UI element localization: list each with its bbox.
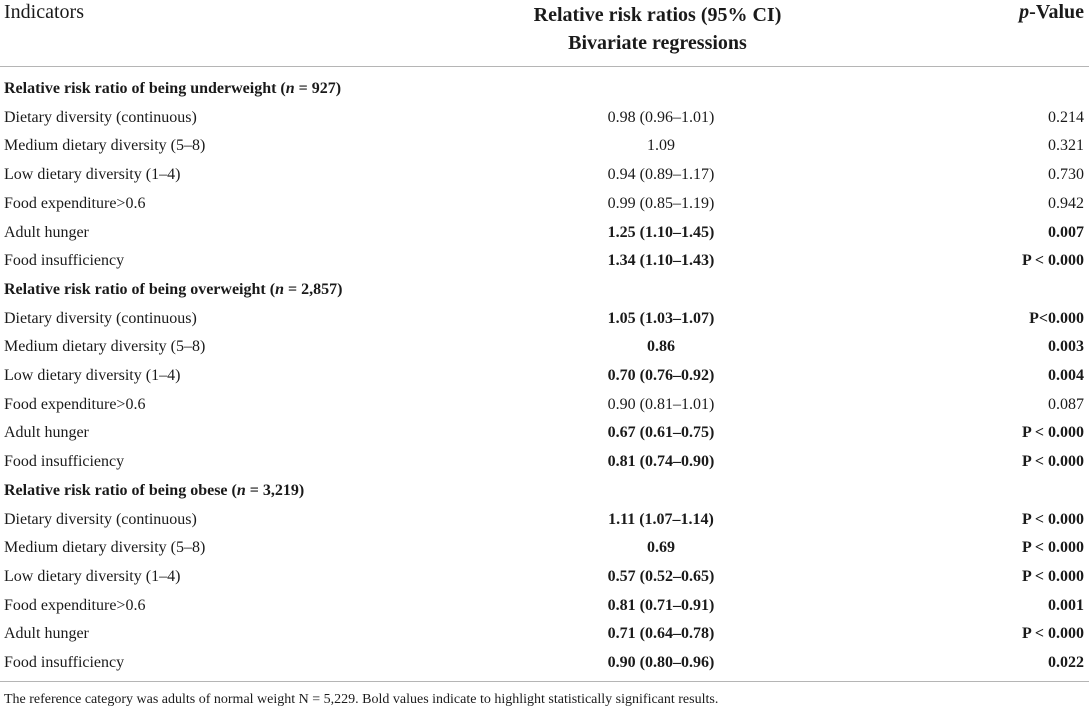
indicator-cell: Food expenditure>0.6: [4, 596, 146, 614]
header-relative-risk: Relative risk ratios (95% CI) Bivariate …: [0, 1, 1089, 57]
p-value-cell: P < 0.000: [1021, 424, 1084, 442]
section-title-text: Relative risk ratio of being underweight…: [4, 80, 286, 97]
indicator-cell: Low dietary diversity (1–4): [4, 367, 181, 384]
p-value-cell: P < 0.000: [1021, 625, 1084, 643]
table-row: Food expenditure>0.6 0.90 (0.81–1.01) 0.08…: [0, 396, 1089, 425]
indicator-cell: Food expenditure>0.6: [4, 194, 146, 212]
table-row: Food insufficiency 1.34 (1.10–1.43) P < 0.…: [0, 252, 1089, 281]
p-value-cell: 0.022: [1048, 654, 1084, 671]
indicator-cell: Medium dietary diversity (5–8): [4, 539, 206, 557]
p-value-cell: 0.007: [1048, 223, 1084, 241]
risk-ratio-cell: 1.05 (1.03–1.07): [607, 309, 715, 327]
section-title-n: n: [285, 80, 295, 97]
header-p-rest: -Value: [1029, 1, 1084, 23]
table-row: Low dietary diversity (1–4) 0.94 (0.89–1.…: [0, 166, 1089, 195]
table-footnote: The reference category was adults of nor…: [4, 692, 719, 707]
p-value-cell: P < 0.000: [1021, 567, 1084, 585]
p-value-cell: P < 0.000: [1021, 252, 1084, 270]
indicator-cell: Food insufficiency: [4, 654, 125, 671]
indicator-cell: Medium dietary diversity (5–8): [4, 338, 206, 356]
p-value-cell: 0.321: [1048, 137, 1084, 155]
footer-rule: [0, 681, 1089, 682]
p-value-cell: 0.087: [1048, 395, 1084, 413]
header-rule: [0, 66, 1089, 67]
risk-ratio-cell: 0.90 (0.81–1.01): [607, 395, 715, 413]
header-rr-line1: Relative risk ratios (95% CI): [533, 4, 782, 26]
risk-ratio-cell: 0.94 (0.89–1.17): [607, 166, 715, 184]
header-indicators: Indicators: [4, 1, 84, 23]
indicator-cell: Low dietary diversity (1–4): [4, 567, 181, 585]
risk-ratio-cell: 0.90 (0.80–0.96): [607, 654, 715, 671]
risk-ratio-cell: 0.99 (0.85–1.19): [607, 194, 715, 212]
risk-ratio-cell: 0.86: [647, 338, 675, 356]
section-title-n: n: [236, 481, 246, 499]
table-row: Dietary diversity (continuous) 1.11 (1.07…: [0, 511, 1089, 540]
table-header: Indicators Relative risk ratios (95% CI)…: [0, 0, 1089, 66]
risk-ratio-cell: 1.34 (1.10–1.43): [607, 252, 715, 270]
indicator-cell: Adult hunger: [4, 424, 89, 442]
table-row: Food expenditure>0.6 0.81 (0.71–0.91) 0.00…: [0, 597, 1089, 626]
table-row: Food insufficiency 0.90 (0.80–0.96) 0.022: [0, 654, 1089, 683]
p-value-cell: 0.001: [1048, 596, 1084, 614]
risk-ratio-cell: 0.98 (0.96–1.01): [607, 108, 715, 126]
table-row: Dietary diversity (continuous) 1.05 (1.03…: [0, 310, 1089, 339]
section-title-count: = 3,219): [245, 481, 305, 499]
header-rr-line2: Bivariate regressions: [568, 32, 747, 54]
indicator-cell: Food insufficiency: [4, 453, 125, 471]
header-p-italic: p: [1019, 1, 1030, 23]
p-value-cell: P < 0.000: [1021, 539, 1084, 557]
p-value-cell: 0.730: [1048, 166, 1084, 184]
p-value-cell: P < 0.000: [1021, 453, 1084, 471]
table-row: Low dietary diversity (1–4) 0.70 (0.76–0.…: [0, 367, 1089, 396]
p-value-cell: 0.942: [1048, 194, 1084, 212]
risk-ratio-cell: 0.57 (0.52–0.65): [607, 567, 715, 585]
risk-ratio-cell: 1.11 (1.07–1.14): [608, 510, 714, 528]
indicator-cell: Adult hunger: [4, 625, 89, 643]
indicator-cell: Dietary diversity (continuous): [4, 309, 197, 327]
table-row: Medium dietary diversity (5–8) 1.09 0.321: [0, 137, 1089, 166]
table-row: Medium dietary diversity (5–8) 0.86 0.003: [0, 338, 1089, 367]
indicator-cell: Adult hunger: [4, 223, 89, 241]
indicator-cell: Dietary diversity (continuous): [4, 108, 197, 126]
table-row: Low dietary diversity (1–4) 0.57 (0.52–0.…: [0, 568, 1089, 597]
risk-ratio-cell: 0.69: [647, 539, 675, 557]
indicator-cell: Medium dietary diversity (5–8): [4, 137, 206, 155]
risk-ratio-cell: 0.67 (0.61–0.75): [607, 424, 715, 442]
section-title: Relative risk ratio of being obese (n = …: [4, 482, 304, 500]
section-title: Relative risk ratio of being underweight…: [4, 80, 341, 98]
table-row: Medium dietary diversity (5–8) 0.69 P < 0.…: [0, 539, 1089, 568]
risk-ratio-cell: 0.70 (0.76–0.92): [607, 367, 715, 384]
p-value-cell: 0.003: [1048, 338, 1084, 356]
indicator-cell: Food insufficiency: [4, 252, 125, 270]
p-value-cell: P < 0.000: [1021, 510, 1084, 528]
risk-ratio-cell: 0.81 (0.74–0.90): [607, 453, 715, 471]
section-title-count: = 927): [294, 80, 342, 97]
risk-ratio-cell: 1.09: [647, 137, 675, 155]
p-value-cell: 0.214: [1048, 108, 1084, 126]
table-row: Adult hunger 0.67 (0.61–0.75) P < 0.000: [0, 424, 1089, 453]
header-p-value: p-Value: [1019, 1, 1084, 24]
table-row: Adult hunger 0.71 (0.64–0.78) P < 0.000: [0, 625, 1089, 654]
indicator-cell: Dietary diversity (continuous): [4, 510, 197, 528]
table-row: Food expenditure>0.6 0.99 (0.85–1.19) 0.94…: [0, 195, 1089, 224]
risk-ratio-cell: 0.71 (0.64–0.78): [607, 625, 715, 643]
section-title-text: Relative risk ratio of being obese (: [4, 481, 237, 499]
section-title-text: Relative risk ratio of being overweight …: [4, 280, 276, 298]
risk-ratio-cell: 0.81 (0.71–0.91): [607, 596, 715, 614]
section-title: Relative risk ratio of being overweight …: [4, 281, 342, 299]
table-row: Food insufficiency 0.81 (0.74–0.90) P < 0.…: [0, 453, 1089, 482]
risk-ratio-cell: 1.25 (1.10–1.45): [607, 223, 715, 241]
indicator-cell: Low dietary diversity (1–4): [4, 166, 181, 184]
section-title-n: n: [275, 280, 284, 298]
p-value-cell: 0.004: [1048, 367, 1084, 384]
table-row: Adult hunger 1.25 (1.10–1.45) 0.007: [0, 224, 1089, 253]
p-value-cell: P<0.000: [1029, 309, 1084, 327]
section-title-count: = 2,857): [283, 280, 343, 298]
indicator-cell: Food expenditure>0.6: [4, 395, 146, 413]
table-row: Dietary diversity (continuous) 0.98 (0.96…: [0, 109, 1089, 138]
